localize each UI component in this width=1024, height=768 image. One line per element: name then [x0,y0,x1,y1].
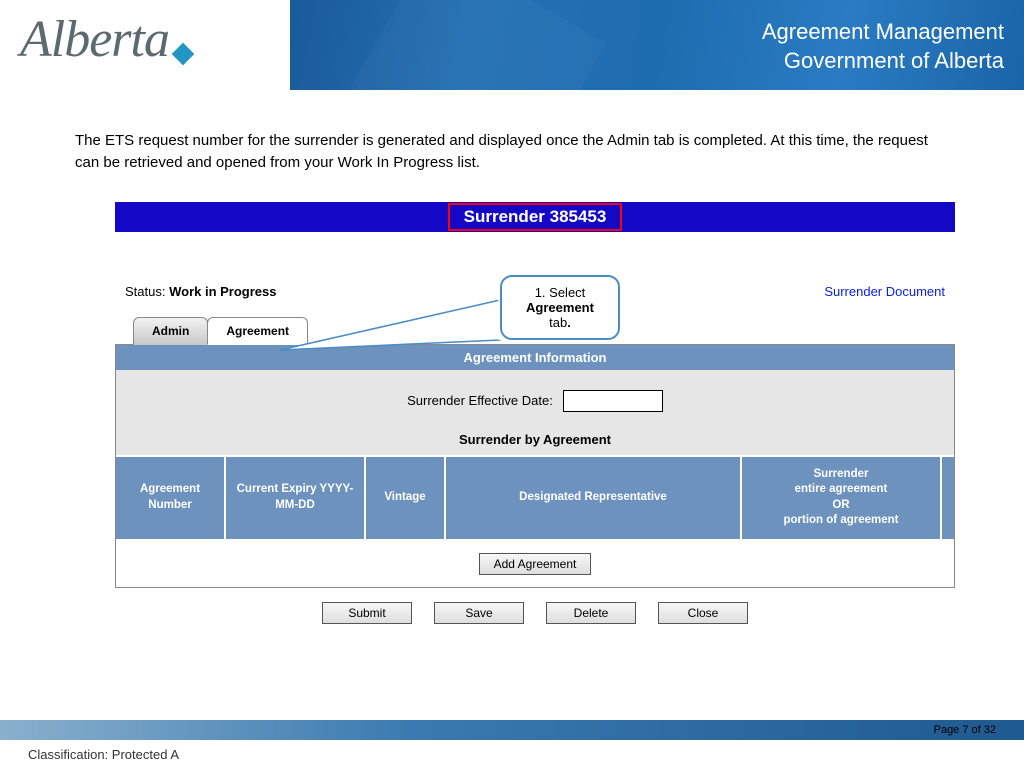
callout-line1: 1. Select [508,285,612,300]
alberta-logo: Alberta [20,10,280,80]
logo-icon [172,42,195,65]
add-row: Add Agreement [116,541,954,587]
agreement-panel: Agreement Information Surrender Effectiv… [115,344,955,588]
content-area: The ETS request number for the surrender… [0,90,1024,638]
submit-button[interactable]: Submit [322,602,412,624]
col-agreement-number: Agreement Number [116,457,226,539]
callout-line2: Agreement [508,300,612,315]
status-text: Status: Work in Progress [125,284,277,299]
instruction-text: The ETS request number for the surrender… [75,130,949,174]
panel-header: Agreement Information [116,345,954,370]
title-highlight: Surrender 385453 [448,203,623,231]
surrender-date-input[interactable] [563,390,663,412]
tab-admin[interactable]: Admin [133,317,208,345]
page-number: Page 7 of 32 [934,724,996,736]
page-header: Alberta Agreement Management Government … [0,0,1024,90]
callout-box: 1. Select Agreement tab. [500,275,620,340]
col-designated-rep: Designated Representative [446,457,742,539]
title-bar: Surrender 385453 [115,202,955,232]
classification-label: Classification: Protected A [28,747,179,762]
status-value: Work in Progress [169,284,276,299]
surrender-document-link[interactable]: Surrender Document [824,284,945,299]
date-label: Surrender Effective Date: [407,393,553,408]
status-label: Status: [125,284,165,299]
delete-button[interactable]: Delete [546,602,636,624]
header-title-line1: Agreement Management [762,18,1004,47]
header-banner: Agreement Management Government of Alber… [290,0,1024,90]
logo-text: Alberta [20,11,169,68]
header-title-line2: Government of Alberta [762,47,1004,76]
grid-header: Agreement Number Current Expiry YYYY-MM-… [116,455,954,541]
close-button[interactable]: Close [658,602,748,624]
col-spacer [942,457,954,539]
screenshot-panel: Surrender 385453 Status: Work in Progres… [115,202,955,638]
section-title: Surrender by Agreement [116,420,954,455]
col-current-expiry: Current Expiry YYYY-MM-DD [226,457,366,539]
add-agreement-button[interactable]: Add Agreement [479,553,592,575]
save-button[interactable]: Save [434,602,524,624]
col-vintage: Vintage [366,457,446,539]
header-title: Agreement Management Government of Alber… [762,18,1004,75]
col-surrender-type: Surrender entire agreement OR portion of… [742,457,942,539]
tab-agreement[interactable]: Agreement [207,317,308,345]
action-buttons: Submit Save Delete Close [115,588,955,638]
footer-band [0,720,1024,740]
callout-line3: tab. [508,315,612,330]
date-row: Surrender Effective Date: [116,370,954,420]
